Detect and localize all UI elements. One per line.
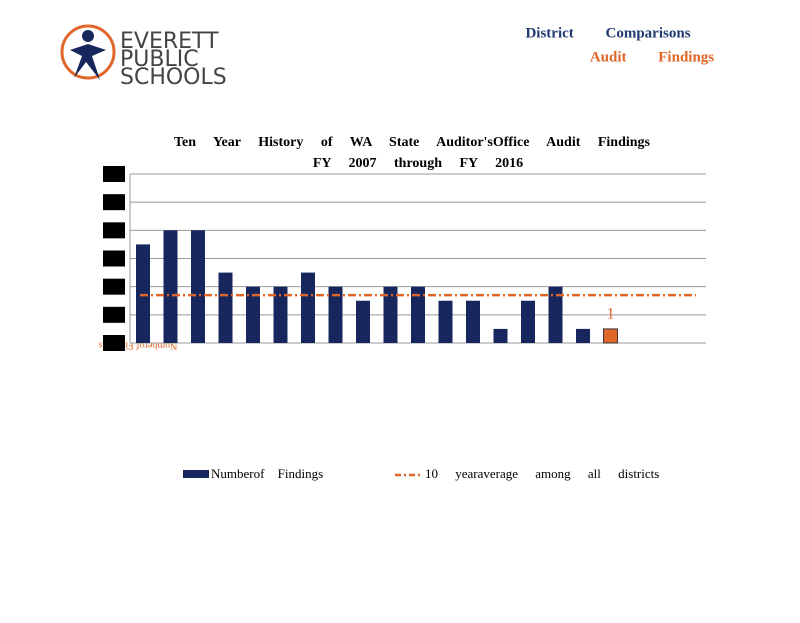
bar bbox=[383, 286, 398, 343]
bar bbox=[411, 286, 425, 343]
bar bbox=[163, 230, 178, 343]
y-tick-mark bbox=[103, 250, 125, 267]
y-axis-label: Numberof Findings bbox=[99, 340, 178, 351]
bar bbox=[218, 272, 233, 343]
y-tick-mark bbox=[103, 278, 125, 295]
y-tick-mark bbox=[103, 306, 125, 323]
logo-text: EVERETT bbox=[120, 29, 219, 54]
bar bbox=[328, 286, 343, 343]
header-title: District Comparisons bbox=[525, 25, 690, 41]
bar bbox=[438, 300, 453, 343]
bar bbox=[301, 272, 315, 343]
y-tick-mark bbox=[103, 194, 125, 211]
y-tick-mark bbox=[103, 166, 125, 182]
bar bbox=[356, 300, 370, 343]
bar bbox=[548, 286, 563, 343]
chart-title: Ten Year History of WA State Auditor'sOf… bbox=[174, 135, 651, 150]
value-label: 1 bbox=[607, 306, 615, 323]
bar bbox=[466, 300, 480, 343]
bar bbox=[136, 244, 150, 343]
legend-label: 10 yearaverage among all districts bbox=[425, 466, 659, 481]
logo-swoosh bbox=[60, 24, 116, 80]
logo-figure bbox=[70, 44, 106, 80]
bar bbox=[521, 300, 535, 343]
y-tick-mark bbox=[103, 335, 125, 351]
logo-text: PUBLIC bbox=[120, 47, 199, 72]
bar bbox=[576, 328, 590, 343]
bar bbox=[603, 328, 618, 344]
legend-label: Numberof Findings bbox=[211, 466, 323, 481]
logo-text: SCHOOLS bbox=[120, 65, 227, 90]
bar bbox=[246, 286, 260, 343]
y-tick-mark bbox=[103, 222, 125, 239]
bar bbox=[273, 286, 288, 343]
bar bbox=[191, 230, 205, 343]
logo: EVERETT PUBLIC SCHOOLS bbox=[60, 24, 227, 90]
chart-subtitle: FY 2007 through FY 2016 bbox=[313, 156, 523, 171]
legend-swatch bbox=[183, 470, 209, 478]
header-subtitle: Audit Findings bbox=[590, 49, 714, 65]
logo-head bbox=[82, 30, 94, 42]
bar bbox=[493, 328, 508, 343]
